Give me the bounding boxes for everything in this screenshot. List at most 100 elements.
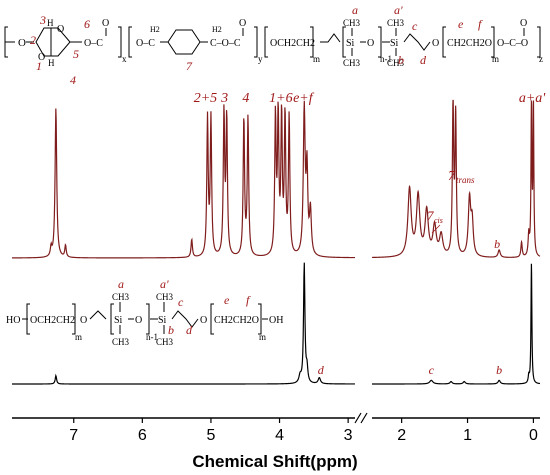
lower-peo-2: CH2CH2O: [214, 315, 259, 326]
peak-label: d: [318, 363, 325, 377]
upper-ch3-1-bot: CH3: [343, 58, 361, 68]
struct-label-4: 4: [70, 73, 76, 87]
upper-end-ester-o: O: [520, 18, 527, 29]
lower-oh: OH: [269, 315, 283, 326]
annotation-7trans: 7 trans: [448, 169, 475, 185]
upper-ester-2-o: O: [239, 18, 246, 29]
x-tick-label: 2: [397, 427, 406, 444]
spectra-layer: [12, 99, 541, 385]
annotation-7cis-pointer: [431, 224, 441, 234]
peak-label: e+f: [293, 91, 315, 106]
x-tick-label: 7: [69, 427, 78, 444]
upper-o-left: O: [18, 37, 26, 49]
struct-label-a-prime: a': [394, 3, 403, 17]
lower-o-mid: O: [135, 315, 142, 326]
upper-c-right: C–O–C: [210, 38, 241, 49]
x-tick-label: 1: [463, 427, 472, 444]
x-tick-label: 0: [529, 427, 538, 444]
axis-break-mark: [354, 412, 362, 424]
lower-ho: HO: [6, 315, 20, 326]
upper-sub-y: y: [258, 54, 263, 64]
lower-label-a: a: [118, 277, 124, 291]
upper-o-between: O: [367, 38, 374, 49]
struct-label-7: 7: [186, 59, 193, 73]
annotation-7cis-sub: cis: [434, 216, 443, 225]
peak-label: 3: [220, 91, 228, 106]
x-tick-label: 6: [138, 427, 147, 444]
upper-linker-1: O–C: [136, 38, 155, 49]
struct-label-e: e: [458, 17, 464, 31]
x-tick-label: 3: [344, 427, 353, 444]
lower-peo-1: OCH2CH2: [30, 315, 75, 326]
struct-label-2: 2: [30, 33, 36, 47]
spectrum-upper-left: [12, 101, 355, 259]
spectrum-lower-right: [372, 263, 541, 385]
peak-label: 1+6: [269, 91, 292, 106]
upper-structure: O O O H H O–C O x O–C H2 C–O–C H2 O y OC…: [4, 18, 543, 68]
upper-ch3-2-top: CH3: [387, 18, 405, 28]
struct-label-d: d: [420, 53, 427, 67]
lower-o-2: O: [200, 315, 207, 326]
upper-sub-m2: m: [492, 54, 499, 64]
upper-sub-z: z: [539, 54, 543, 64]
upper-ch3-1-top: CH3: [343, 18, 361, 28]
lower-ch3-1-top: CH3: [112, 292, 130, 302]
struct-label-c: c: [412, 19, 418, 33]
upper-si-2: Si: [390, 38, 399, 49]
peak-label: a+a': [519, 91, 546, 106]
upper-peo-2: CH2CH2O: [447, 38, 492, 49]
upper-ring-o-bottom: O: [38, 52, 45, 63]
axis-break-mark: [360, 412, 368, 424]
x-axis: 7 6 5 4 3 2 1 0: [12, 412, 540, 444]
lower-ch3-2-bot: CH3: [156, 337, 174, 347]
x-axis-label: Chemical Shift(ppm): [192, 452, 357, 471]
annotation-7trans-sub: trans: [456, 175, 475, 185]
lower-label-e: e: [224, 293, 230, 307]
spectrum-lower-left: [12, 262, 356, 385]
struct-label-3: 3: [39, 13, 46, 27]
lower-label-a-prime: a': [160, 277, 169, 291]
upper-ester-1-o: O: [102, 18, 109, 29]
x-tick-label: 4: [275, 427, 284, 444]
peak-label: b: [496, 363, 502, 377]
x-tick-label: 5: [206, 427, 215, 444]
annotation-7cis-base: 7: [427, 208, 434, 223]
upper-sub-n1: n-1: [380, 54, 392, 64]
struct-label-6: 6: [84, 17, 90, 31]
lower-si-2: Si: [158, 315, 167, 326]
lower-sub-m1: m: [75, 332, 82, 342]
struct-label-f: f: [478, 17, 483, 31]
peak-label: c: [429, 363, 435, 377]
upper-peo-1: OCH2CH2: [270, 38, 315, 49]
lower-o-1: O: [80, 315, 87, 326]
upper-structure-labels: 3 2 1 4 5 6 7 a a' b c d e f: [30, 3, 483, 87]
peak-label: b: [494, 237, 500, 251]
upper-end-ester: O–C–O: [497, 38, 528, 49]
lower-label-b: b: [168, 323, 174, 337]
upper-ch2-right: H2: [212, 25, 222, 34]
peak-label-layer: 2+5 3 4 1+6 e+f a+a' b d c b: [194, 91, 547, 377]
upper-o-after: O: [432, 38, 439, 49]
lower-label-d: d: [186, 323, 193, 337]
annotation-7trans-base: 7: [448, 169, 456, 184]
lower-structure-labels: a a' b c d e f: [118, 277, 251, 337]
spectrum-upper-right: [372, 99, 541, 259]
upper-h-bottom: H: [48, 58, 55, 68]
upper-h-top: H: [47, 18, 54, 28]
lower-label-c: c: [178, 295, 184, 309]
upper-ester-1: O–C: [84, 38, 103, 49]
upper-si-1: Si: [346, 38, 355, 49]
struct-label-1: 1: [36, 59, 42, 73]
annotation-7cis: 7 cis: [427, 208, 443, 225]
lower-label-f: f: [246, 293, 251, 307]
upper-sub-x: x: [122, 54, 127, 64]
struct-label-a: a: [352, 3, 358, 17]
lower-ch3-2-top: CH3: [156, 292, 174, 302]
struct-label-b: b: [398, 53, 404, 67]
upper-ch2-left: H2: [150, 25, 160, 34]
struct-label-5: 5: [73, 47, 79, 61]
peak-label: 4: [242, 91, 249, 106]
lower-structure: HO OCH2CH2 m O Si CH3 CH3 O n-1 Si CH3 C…: [6, 292, 283, 347]
peak-label: 2+5: [194, 91, 217, 106]
